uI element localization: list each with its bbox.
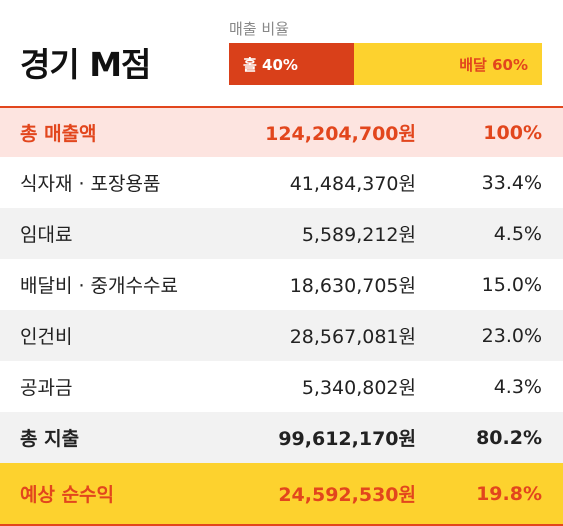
row: 식자재 · 포장용품 41,484,370원 33.4% <box>0 157 563 208</box>
row: 공과금 5,340,802원 4.3% <box>0 361 563 412</box>
cell: 80.2% <box>476 426 542 449</box>
ratio-bar: 홀 40% 배달 60% <box>229 43 542 85</box>
cell: 33.4% <box>481 171 542 194</box>
cell: 배달비 · 중개수수료 <box>20 275 178 297</box>
cell: 19.8% <box>476 482 542 505</box>
row: 총 지출 99,612,170원 80.2% <box>0 412 563 463</box>
cell: 15.0% <box>481 273 542 296</box>
cell: 100% <box>483 121 542 144</box>
cell: 공과금 <box>20 377 73 399</box>
segment-label: 홀 40% <box>243 55 298 74</box>
row: 인건비 28,567,081원 23.0% <box>0 310 563 361</box>
cell: 식자재 · 포장용품 <box>20 173 161 195</box>
cell: 4.3% <box>493 375 542 398</box>
cell: 24,592,530원 <box>278 484 416 506</box>
cell: 총 지출 <box>20 428 80 450</box>
cell: 23.0% <box>481 324 542 347</box>
row: 배달비 · 중개수수료 18,630,705원 15.0% <box>0 259 563 310</box>
row: 임대료 5,589,212원 4.5% <box>0 208 563 259</box>
ratio-segment: 홀 40% <box>229 43 355 85</box>
cell: 99,612,170원 <box>278 428 416 450</box>
cell: 41,484,370원 <box>289 173 416 195</box>
cell: 28,567,081원 <box>289 326 416 348</box>
cell: 124,204,700원 <box>265 123 416 145</box>
cell: 총 매출액 <box>20 123 97 145</box>
cell: 인건비 <box>20 326 73 348</box>
table: 총 매출액 124,204,700원 100% 식자재 · 포장용품 41,484,3… <box>0 106 563 526</box>
cell: 4.5% <box>493 222 542 245</box>
ratio-label: 매출 비율 <box>229 20 289 38</box>
cell: 18,630,705원 <box>289 275 416 297</box>
title: 경기 M점 <box>20 45 151 84</box>
ratio-segment: 배달 60% <box>354 43 542 85</box>
segment-label: 배달 60% <box>459 55 528 74</box>
cell: 임대료 <box>20 224 73 246</box>
row: 예상 순수익 24,592,530원 19.8% <box>0 463 563 526</box>
cell: 5,340,802원 <box>301 377 416 399</box>
header: 경기 M점 매출 비율 홀 40% 배달 60% <box>0 0 563 106</box>
row: 총 매출액 124,204,700원 100% <box>0 106 563 157</box>
cell: 5,589,212원 <box>301 224 416 246</box>
cell: 예상 순수익 <box>20 484 115 506</box>
